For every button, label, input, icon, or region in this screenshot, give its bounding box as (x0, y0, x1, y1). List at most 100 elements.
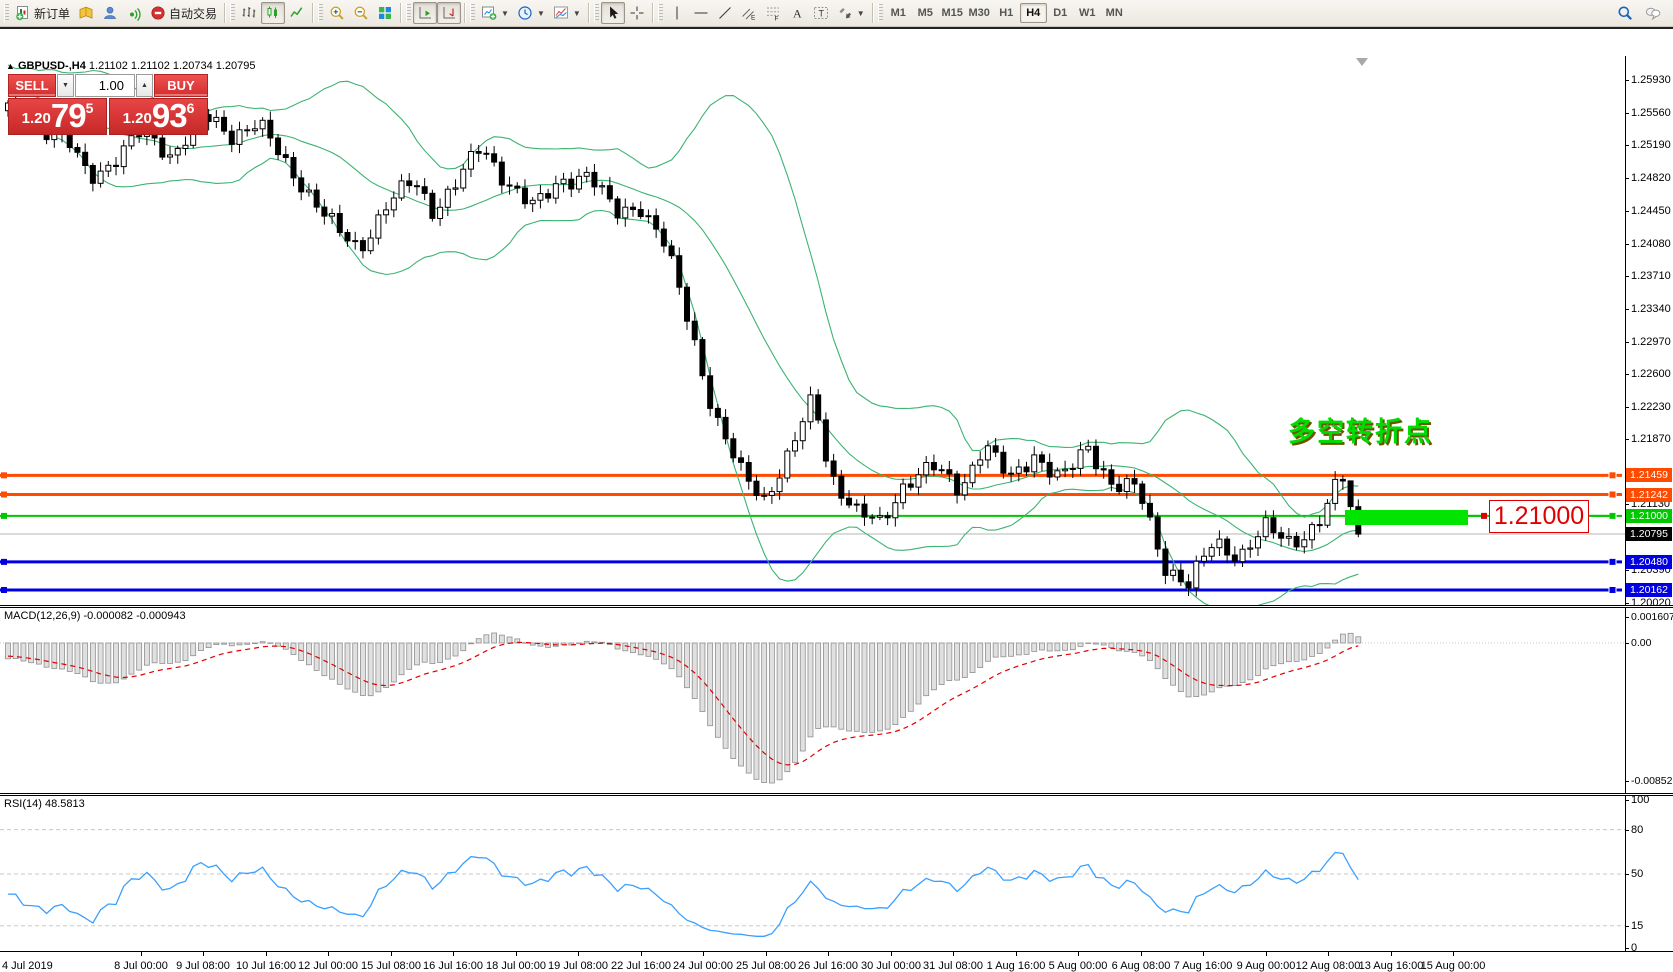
toolbar-grip[interactable] (406, 4, 412, 22)
pane-separator[interactable] (0, 605, 1673, 608)
dropdown-caret-icon[interactable]: ▼ (856, 8, 865, 18)
buy-price-major: 1.20 (122, 110, 152, 127)
crosshair-button[interactable] (625, 2, 649, 24)
timeframe-m15-button[interactable]: M15 (941, 7, 963, 19)
volume-increase-button[interactable]: ▲ (136, 74, 153, 97)
indicators-button[interactable]: ▼ (549, 2, 585, 24)
history-center-button[interactable] (74, 2, 98, 24)
newchart-icon (482, 6, 497, 20)
vertical-line-button[interactable] (665, 2, 689, 24)
timeframe-h4-button[interactable]: H4 (1019, 3, 1047, 23)
candlestick-chart-button[interactable] (261, 2, 286, 24)
svg-text:E: E (751, 15, 756, 22)
sell-price-major: 1.20 (21, 110, 51, 127)
fibonacci-button[interactable]: F (761, 2, 785, 24)
shapes-icon (839, 8, 851, 19)
new-chart-button[interactable]: ▼ (477, 2, 513, 24)
sell-price-button[interactable]: 1.20 79 5 (8, 98, 107, 135)
chat-button[interactable] (1641, 2, 1665, 24)
toolbar-grip[interactable] (4, 4, 9, 22)
textlabel-icon: T (813, 7, 828, 19)
toolbar-grip[interactable] (318, 4, 324, 22)
price-tag: 1.20480 (1626, 555, 1672, 569)
horizontal-line-button[interactable] (689, 2, 713, 24)
chat-icon (1645, 7, 1661, 21)
support-zone-rectangle[interactable] (1345, 510, 1468, 525)
auto-scroll-button[interactable] (413, 2, 438, 24)
chart-shift-button[interactable] (437, 2, 462, 24)
sell-price-pips: 79 (50, 97, 87, 134)
autotrading-button-label: 自动交易 (169, 6, 218, 21)
toolbar-grip[interactable] (230, 4, 236, 22)
timeframe-mn-button[interactable]: MN (1105, 7, 1123, 19)
trendline-button[interactable] (713, 2, 737, 24)
ohlc-high: 1.21102 (130, 60, 170, 72)
level-annotation-label[interactable]: 1.21000 (1489, 500, 1589, 533)
dropdown-caret-icon[interactable]: ▼ (536, 8, 545, 18)
volume-decrease-button[interactable]: ▼ (57, 74, 74, 97)
tline-icon (718, 7, 731, 19)
chart-window: ▲ GBPUSD-,H4 1.21102 1.21102 1.20734 1.2… (0, 27, 1673, 972)
arrows-button[interactable]: ▼ (833, 2, 869, 24)
metaeditor-button[interactable] (98, 2, 122, 24)
new-order-button-label: 新订单 (34, 6, 71, 21)
price-tag: 1.21000 (1626, 509, 1672, 523)
macd-axis-label: 0.001607 (1631, 611, 1673, 623)
equidistant-channel-button[interactable]: E (737, 2, 761, 24)
timeframe-w1-button[interactable]: W1 (1078, 7, 1096, 19)
search-button[interactable] (1613, 2, 1637, 24)
timeframe-m1-button[interactable]: M1 (890, 7, 906, 19)
time-axis-label: 15 Aug 00:00 (1420, 960, 1486, 972)
fibo-icon: F (766, 7, 779, 21)
zoom-in-button[interactable] (325, 2, 349, 24)
timeframe-h1-button[interactable]: H1 (999, 7, 1014, 19)
new-order-button[interactable]: 新订单 (11, 2, 74, 24)
timeframe-d1-button[interactable]: D1 (1053, 7, 1068, 19)
toolbar-grip[interactable] (470, 4, 476, 22)
zoom-out-button[interactable] (349, 2, 373, 24)
dropdown-caret-icon[interactable]: ▼ (572, 8, 581, 18)
cursor-button[interactable] (600, 2, 625, 24)
price-tag: 1.20795 (1626, 527, 1672, 541)
autoscroll-icon (419, 7, 432, 19)
price-axis-label: 1.23340 (1631, 303, 1671, 315)
toolbar-grip[interactable] (593, 4, 599, 22)
dropdown-caret-icon[interactable]: ▼ (501, 8, 509, 18)
timeframe-m5-button[interactable]: M5 (917, 7, 933, 19)
toolbar-grip[interactable] (877, 4, 883, 22)
buy-price-button[interactable]: 1.20 93 6 (109, 98, 208, 135)
time-axis-label: 18 Jul 00:00 (486, 960, 546, 972)
pane-separator[interactable] (0, 793, 1673, 796)
bar-chart-button[interactable] (237, 2, 261, 24)
line-chart-button[interactable] (285, 2, 309, 24)
price-axis-label: 1.24820 (1631, 172, 1671, 184)
barchart-icon (242, 7, 256, 18)
time-axis-label: 16 Jul 16:00 (423, 960, 483, 972)
time-axis-label: 22 Jul 16:00 (611, 960, 671, 972)
text-button[interactable]: A (785, 2, 809, 24)
autotrading-button[interactable]: 自动交易 (146, 2, 221, 24)
time-axis-label: 9 Jul 08:00 (176, 960, 230, 972)
collapse-icon[interactable]: ▲ (6, 61, 15, 71)
crosshair-icon (630, 6, 644, 20)
time-axis-label: 1 Aug 16:00 (986, 960, 1046, 972)
time-axis-separator (0, 951, 1673, 952)
volume-input[interactable] (75, 74, 135, 97)
chart-shift-marker-icon[interactable] (1356, 58, 1368, 66)
time-axis-label: 25 Jul 08:00 (736, 960, 796, 972)
macd-axis-label: 0.00 (1631, 637, 1652, 649)
toolbar-grip[interactable] (657, 4, 663, 22)
ohlc-header: ▲ GBPUSD-,H4 1.21102 1.21102 1.20734 1.2… (6, 60, 256, 72)
ohlc-open: 1.21102 (88, 60, 128, 72)
signals-button[interactable] (122, 2, 146, 24)
price-tag: 1.21459 (1626, 468, 1672, 482)
buy-button[interactable]: BUY (154, 74, 208, 97)
periods-button[interactable]: ▼ (513, 2, 549, 24)
timeframe-m30-button[interactable]: M30 (968, 7, 990, 19)
sell-button[interactable]: SELL (8, 74, 56, 97)
macd-axis-label: -0.008522 (1631, 775, 1673, 787)
text-label-button[interactable]: T (809, 2, 833, 24)
tile-windows-button[interactable] (373, 2, 397, 24)
sell-price-point: 5 (85, 100, 94, 116)
